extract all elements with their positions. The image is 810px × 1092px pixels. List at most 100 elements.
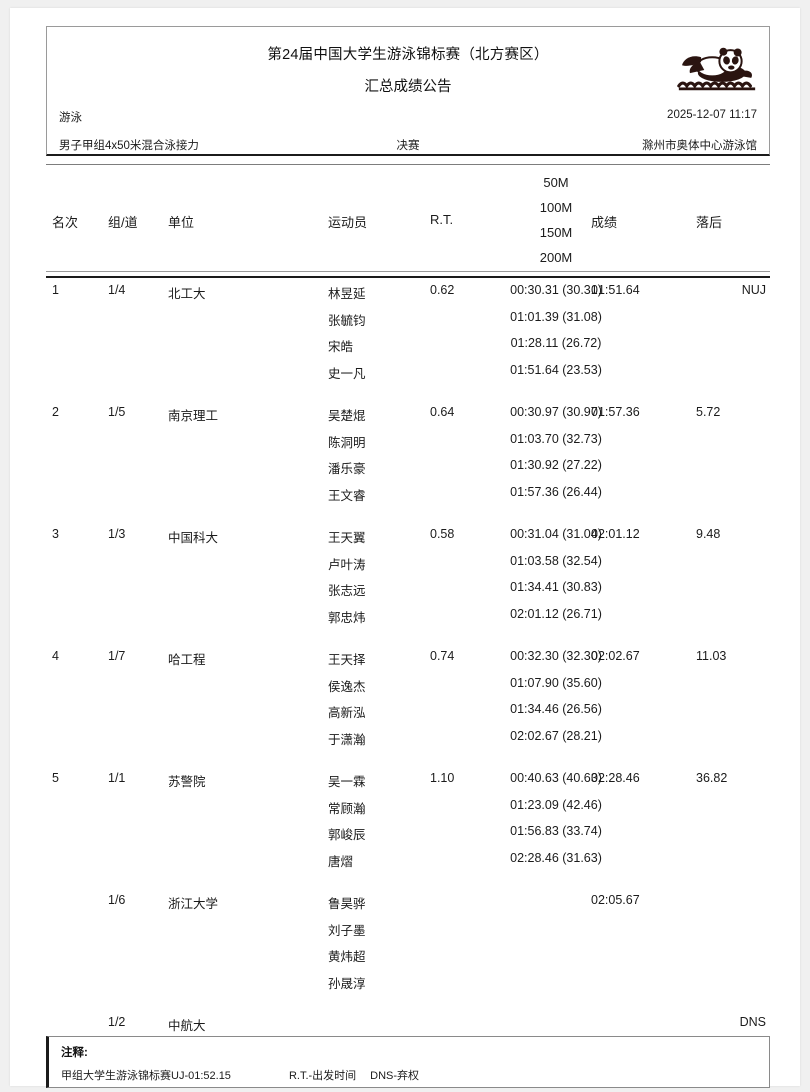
table-row[interactable]: 2 1/5 南京理工 0.64 01:57.36 5.72 吴楚焜 00:30.97 (30.… [46,402,770,524]
cell-split: 01:07.90 (35.60) [510,675,602,690]
cell-rt: 0.62 [430,283,455,297]
cell-rank: 2 [52,405,59,419]
cell-athlete: 刘子墨 [328,923,366,938]
cell-athlete: 吴一霖 [328,775,366,789]
cell-split: 01:34.41 (30.83) [510,580,602,594]
table-row[interactable]: 3 1/3 中国科大 0.58 02:01.12 9.48 王天翼 00:31.04 (31.… [46,524,770,646]
cell-result: 02:05.67 [591,893,640,907]
page-title: 第24届中国大学生游泳锦标赛（北方赛区） [267,47,549,63]
cell-athlete: 孙晟淳 [328,976,366,991]
table-row-line: 2 1/5 南京理工 0.64 01:57.36 5.72 吴楚焜 00:30.97 (30.… [46,402,770,429]
row-group-spacer [46,752,770,768]
cell-athlete: 张志远 [328,584,366,598]
cell-rank: 4 [52,649,59,663]
venue-name: 滁州市奥体中心游泳馆 [642,140,757,152]
table-row-line: 陈洞明 01:03.70 (32.73) [46,429,770,456]
table-row[interactable]: 4 1/7 哈工程 0.74 02:02.67 11.03 王天择 00:32.30 (32.… [46,646,770,768]
cell-unit: 中航大 [168,1019,206,1033]
table-row[interactable]: 1/2 中航大 DNS [46,1012,770,1039]
cell-athlete: 郭忠炜 [328,610,366,625]
cell-result: 02:02.67 [591,649,640,663]
cell-split: 00:40.63 (40.63) [510,771,602,785]
cell-athlete: 黄炜超 [328,950,366,964]
table-row-line: 于潇瀚 02:02.67 (28.21) [46,726,770,753]
cell-split: 01:23.09 (42.46) [510,797,602,812]
cell-split: 00:30.31 (30.31) [510,283,602,297]
table-row-line: 1 1/4 北工大 0.62 01:51.64 NUJ 林昱延 00:30.31 (30.31… [46,280,770,307]
cell-heat-lane: 1/5 [108,405,126,419]
header-divider [46,164,770,165]
sport-label: 游泳 [59,112,82,124]
table-row[interactable]: 1 1/4 北工大 0.62 01:51.64 NUJ 林昱延 00:30.31 (30.31… [46,280,770,402]
col-header-heat-lane: 组/道 [108,215,138,230]
split-label-200m: 200M [539,250,573,265]
cell-athlete: 王天翼 [328,531,366,545]
split-label-100m: 100M [539,200,573,215]
table-row-line: 张毓钧 01:01.39 (31.08) [46,307,770,334]
cell-athlete: 郭峻辰 [328,828,366,842]
cell-behind: 5.72 [696,405,721,419]
table-row[interactable]: 1/6 浙江大学 02:05.67 鲁昊骅 刘子墨 黄炜超 孙晟淳 [46,890,770,1012]
table-body: 1 1/4 北工大 0.62 01:51.64 NUJ 林昱延 00:30.31 (30.31… [46,280,770,1039]
cell-split: 02:28.46 (31.63) [510,850,602,865]
table-row-line: 1/2 中航大 DNS [46,1012,770,1039]
cell-athlete: 王天择 [328,653,366,667]
cell-split: 01:51.64 (23.53) [510,362,602,377]
header-meta-row-2: 男子甲组4x50米混合泳接力 决赛 滁州市奥体中心游泳馆 [59,137,757,153]
cell-split: 01:56.83 (33.74) [510,824,602,838]
cell-behind: 36.82 [696,771,728,785]
table-row[interactable]: 5 1/1 苏警院 1.10 02:28.46 36.82 吴一霖 00:40.63 (40.… [46,768,770,890]
row-group-spacer [46,386,770,402]
cell-split: 01:03.58 (32.54) [510,553,602,568]
cell-split: 01:28.11 (26.72) [510,336,602,350]
cell-unit: 南京理工 [168,409,219,423]
cell-split: 00:30.97 (30.97) [510,405,602,419]
cell-rank: 1 [52,283,59,297]
cell-split: 00:32.30 (32.30) [510,649,602,663]
cell-athlete: 唐熠 [328,854,354,869]
cell-behind: 11.03 [696,649,727,663]
table-row-line: 刘子墨 [46,917,770,944]
table-row-line: 高新泓 01:34.46 (26.56) [46,699,770,726]
row-group-spacer [46,996,770,1012]
table-row-line: 史一凡 01:51.64 (23.53) [46,360,770,387]
cell-split: 02:02.67 (28.21) [510,728,602,743]
cell-result: 02:01.12 [591,527,640,541]
table-row-line: 张志远 01:34.41 (30.83) [46,577,770,604]
notes-title: 注释: [61,1047,88,1059]
cell-heat-lane: 1/4 [108,283,126,297]
cell-athlete: 宋皓 [328,340,354,354]
header-meta-row-1: 游泳 2025-12-07 11:17 [59,109,757,125]
cell-split: 01:01.39 (31.08) [510,309,602,324]
cell-athlete: 王文睿 [328,488,366,503]
cell-athlete: 吴楚焜 [328,409,366,423]
table-row-line: 郭忠炜 02:01.12 (26.71) [46,604,770,631]
cell-athlete: 卢叶涛 [328,557,366,572]
cell-unit: 浙江大学 [168,897,219,911]
cell-rank: 5 [52,771,59,785]
cell-note: NUJ [741,283,766,297]
table-row-line: 潘乐豪 01:30.92 (27.22) [46,455,770,482]
row-group-spacer [46,630,770,646]
table-row-line: 5 1/1 苏警院 1.10 02:28.46 36.82 吴一霖 00:40.63 (40.… [46,768,770,795]
table-header-row: 名次 组/道 单位 运动员 R.T. 成绩 落后 50M 100M 150M 2… [46,168,770,268]
col-header-behind: 落后 [696,215,723,230]
table-header-divider-thick [46,276,770,278]
cell-split: 01:57.36 (26.44) [510,484,602,499]
cell-heat-lane: 1/2 [108,1015,126,1029]
note-dns-legend: DNS-弃权 [370,1070,420,1082]
table-row-line: 常顾瀚 01:23.09 (42.46) [46,795,770,822]
cell-athlete: 鲁昊骅 [328,897,366,911]
page-subtitle: 汇总成绩公告 [364,79,452,95]
cell-heat-lane: 1/1 [108,771,126,785]
cell-unit: 苏警院 [168,775,206,789]
cell-split: 02:01.12 (26.71) [510,606,602,621]
cell-athlete: 高新泓 [328,706,366,720]
row-group-spacer [46,874,770,890]
cell-rt: 0.74 [430,649,455,663]
cell-athlete: 张毓钧 [328,313,366,328]
cell-split: 01:34.46 (26.56) [510,702,602,716]
cell-athlete: 林昱延 [328,287,366,301]
cell-result: 02:28.46 [591,771,640,785]
cell-athlete: 侯逸杰 [328,679,366,694]
